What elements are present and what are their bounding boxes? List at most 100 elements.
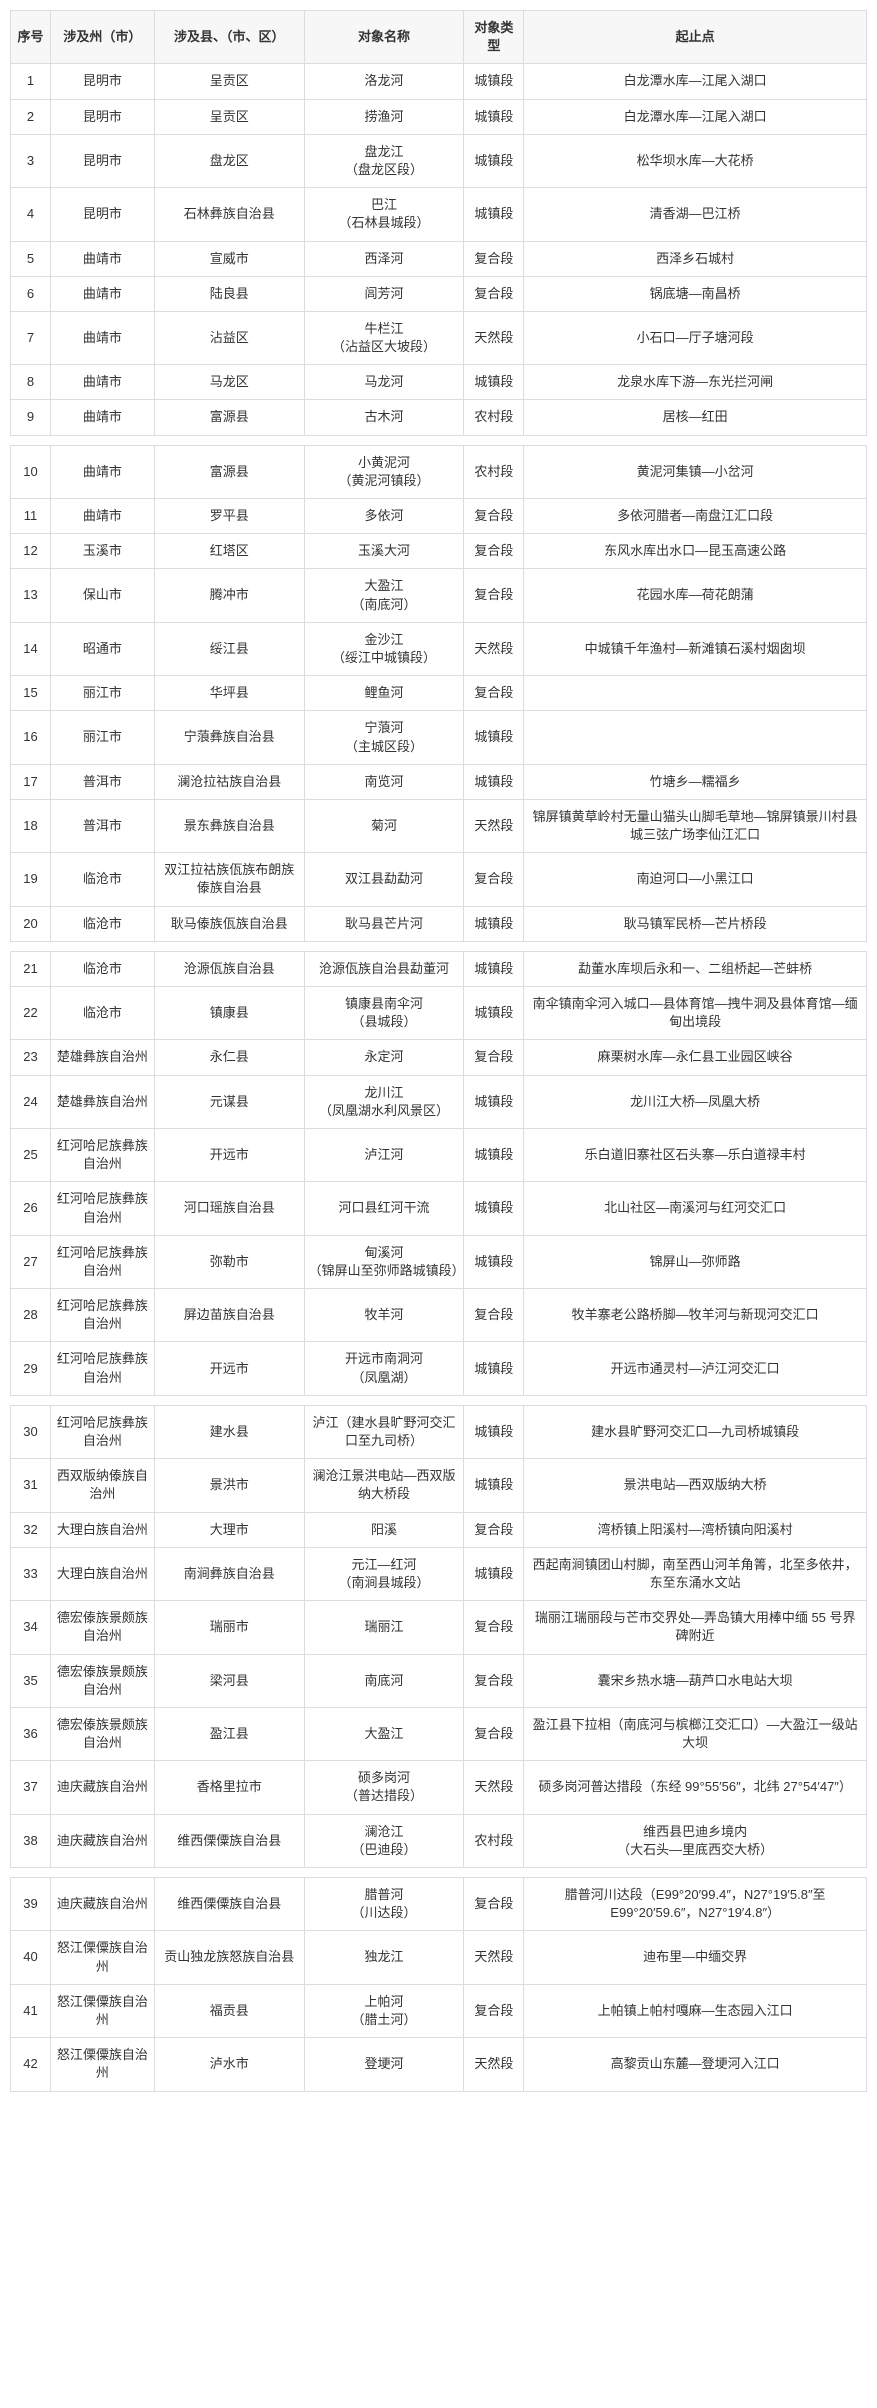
cell-pref: 红河哈尼族彝族自治州 <box>50 1182 154 1235</box>
table-row: 25红河哈尼族彝族自治州开远市泸江河城镇段乐白道旧寨社区石头寨—乐白道禄丰村 <box>11 1128 867 1181</box>
cell-pref: 昆明市 <box>50 64 154 99</box>
cell-obj: 捞渔河 <box>304 99 464 134</box>
cell-seq: 34 <box>11 1601 51 1654</box>
table-row: 5曲靖市宣威市西泽河复合段西泽乡石城村 <box>11 241 867 276</box>
table-row: 37迪庆藏族自治州香格里拉市硕多岗河（普达措段）天然段硕多岗河普达措段（东经 9… <box>11 1761 867 1814</box>
cell-span: 西泽乡石城村 <box>524 241 867 276</box>
cell-pref: 临沧市 <box>50 987 154 1040</box>
cell-seq: 35 <box>11 1654 51 1707</box>
cell-type: 城镇段 <box>464 188 524 241</box>
cell-seq: 32 <box>11 1512 51 1547</box>
cell-pref: 丽江市 <box>50 711 154 764</box>
cell-pref: 红河哈尼族彝族自治州 <box>50 1235 154 1288</box>
cell-obj: 马龙河 <box>304 365 464 400</box>
cell-obj: 闾芳河 <box>304 276 464 311</box>
cell-pref: 保山市 <box>50 569 154 622</box>
cell-pref: 普洱市 <box>50 764 154 799</box>
cell-pref: 临沧市 <box>50 853 154 906</box>
cell-type: 天然段 <box>464 799 524 852</box>
table-row: 18普洱市景东彝族自治县菊河天然段锦屏镇黄草岭村无量山猫头山脚毛草地—锦屏镇景川… <box>11 799 867 852</box>
table-row: 17普洱市澜沧拉祜族自治县南览河城镇段竹塘乡—糯福乡 <box>11 764 867 799</box>
cell-county: 宁蒗彝族自治县 <box>154 711 304 764</box>
cell-type: 农村段 <box>464 1814 524 1867</box>
cell-pref: 曲靖市 <box>50 276 154 311</box>
table-row: 7曲靖市沾益区牛栏江（沾益区大坡段）天然段小石口—厅子塘河段 <box>11 311 867 364</box>
cell-type: 复合段 <box>464 1040 524 1075</box>
table-row: 34德宏傣族景颇族自治州瑞丽市瑞丽江复合段瑞丽江瑞丽段与芒市交界处—弄岛镇大用棒… <box>11 1601 867 1654</box>
cell-seq: 16 <box>11 711 51 764</box>
cell-type: 复合段 <box>464 499 524 534</box>
cell-obj: 牧羊河 <box>304 1289 464 1342</box>
cell-obj: 泸江（建水县旷野河交汇口至九司桥） <box>304 1405 464 1458</box>
table-row: 3昆明市盘龙区盘龙江（盘龙区段）城镇段松华坝水库—大花桥 <box>11 134 867 187</box>
cell-county: 泸水市 <box>154 2038 304 2091</box>
cell-seq: 26 <box>11 1182 51 1235</box>
cell-type: 城镇段 <box>464 951 524 986</box>
cell-span: 上帕镇上帕村嘎麻—生态园入江口 <box>524 1984 867 2037</box>
cell-type: 城镇段 <box>464 711 524 764</box>
cell-county: 富源县 <box>154 445 304 498</box>
table-row: 32大理白族自治州大理市阳溪复合段湾桥镇上阳溪村—湾桥镇向阳溪村 <box>11 1512 867 1547</box>
cell-county: 澜沧拉祜族自治县 <box>154 764 304 799</box>
table-row: 8曲靖市马龙区马龙河城镇段龙泉水库下游—东光拦河闸 <box>11 365 867 400</box>
table-row: 12玉溪市红塔区玉溪大河复合段东风水库出水口—昆玉高速公路 <box>11 534 867 569</box>
cell-type: 复合段 <box>464 1289 524 1342</box>
table-row: 29红河哈尼族彝族自治州开远市开远市南洞河（凤凰湖）城镇段开远市通灵村—泸江河交… <box>11 1342 867 1395</box>
cell-type: 天然段 <box>464 622 524 675</box>
cell-county: 屏边苗族自治县 <box>154 1289 304 1342</box>
cell-span: 迪布里—中缅交界 <box>524 1931 867 1984</box>
cell-county: 盘龙区 <box>154 134 304 187</box>
cell-county: 梁河县 <box>154 1654 304 1707</box>
cell-seq: 18 <box>11 799 51 852</box>
cell-county: 红塔区 <box>154 534 304 569</box>
cell-span: 硕多岗河普达措段（东经 99°55′56″，北纬 27°54′47″） <box>524 1761 867 1814</box>
cell-obj: 多依河 <box>304 499 464 534</box>
cell-type: 城镇段 <box>464 764 524 799</box>
table-row: 38迪庆藏族自治州维西傈僳族自治县澜沧江（巴迪段）农村段维西县巴迪乡境内（大石头… <box>11 1814 867 1867</box>
cell-obj: 甸溪河（锦屏山至弥师路城镇段） <box>304 1235 464 1288</box>
cell-type: 复合段 <box>464 241 524 276</box>
cell-span: 龙泉水库下游—东光拦河闸 <box>524 365 867 400</box>
cell-type: 城镇段 <box>464 1342 524 1395</box>
cell-type: 城镇段 <box>464 1182 524 1235</box>
table-row: 31西双版纳傣族自治州景洪市澜沧江景洪电站—西双版纳大桥段城镇段景洪电站—西双版… <box>11 1459 867 1512</box>
cell-seq: 4 <box>11 188 51 241</box>
cell-seq: 30 <box>11 1405 51 1458</box>
cell-type: 城镇段 <box>464 1459 524 1512</box>
cell-pref: 玉溪市 <box>50 534 154 569</box>
cell-seq: 1 <box>11 64 51 99</box>
cell-seq: 28 <box>11 1289 51 1342</box>
cell-span: 多依河腊者—南盘江汇口段 <box>524 499 867 534</box>
cell-obj: 上帕河（腊土河） <box>304 1984 464 2037</box>
cell-pref: 德宏傣族景颇族自治州 <box>50 1707 154 1760</box>
cell-seq: 11 <box>11 499 51 534</box>
cell-obj: 南览河 <box>304 764 464 799</box>
cell-seq: 33 <box>11 1547 51 1600</box>
table-row: 39迪庆藏族自治州维西傈僳族自治县腊普河（川达段）复合段腊普河川达段（E99°2… <box>11 1878 867 1931</box>
cell-obj: 古木河 <box>304 400 464 435</box>
cell-pref: 曲靖市 <box>50 499 154 534</box>
table-row: 35德宏傣族景颇族自治州梁河县南底河复合段囊宋乡热水塘—葫芦口水电站大坝 <box>11 1654 867 1707</box>
cell-pref: 丽江市 <box>50 676 154 711</box>
cell-obj: 瑞丽江 <box>304 1601 464 1654</box>
cell-pref: 西双版纳傣族自治州 <box>50 1459 154 1512</box>
cell-span: 维西县巴迪乡境内（大石头—里底西交大桥） <box>524 1814 867 1867</box>
table-row: 6曲靖市陆良县闾芳河复合段锅底塘—南昌桥 <box>11 276 867 311</box>
cell-span: 黄泥河集镇—小岔河 <box>524 445 867 498</box>
cell-pref: 大理白族自治州 <box>50 1512 154 1547</box>
section-gap <box>11 1868 867 1878</box>
table-row: 40怒江傈僳族自治州贡山独龙族怒族自治县独龙江天然段迪布里—中缅交界 <box>11 1931 867 1984</box>
cell-obj: 西泽河 <box>304 241 464 276</box>
cell-county: 香格里拉市 <box>154 1761 304 1814</box>
cell-obj: 独龙江 <box>304 1931 464 1984</box>
cell-county: 弥勒市 <box>154 1235 304 1288</box>
cell-county: 维西傈僳族自治县 <box>154 1878 304 1931</box>
cell-span: 耿马镇军民桥—芒片桥段 <box>524 906 867 941</box>
header-type: 对象类型 <box>464 11 524 64</box>
cell-span: 南伞镇南伞河入城口—县体育馆—拽牛洞及县体育馆—缅甸出境段 <box>524 987 867 1040</box>
cell-type: 城镇段 <box>464 99 524 134</box>
cell-obj: 双江县勐勐河 <box>304 853 464 906</box>
cell-type: 城镇段 <box>464 1235 524 1288</box>
cell-span: 勐董水库坝后永和一、二组桥起—芒蚌桥 <box>524 951 867 986</box>
cell-seq: 12 <box>11 534 51 569</box>
